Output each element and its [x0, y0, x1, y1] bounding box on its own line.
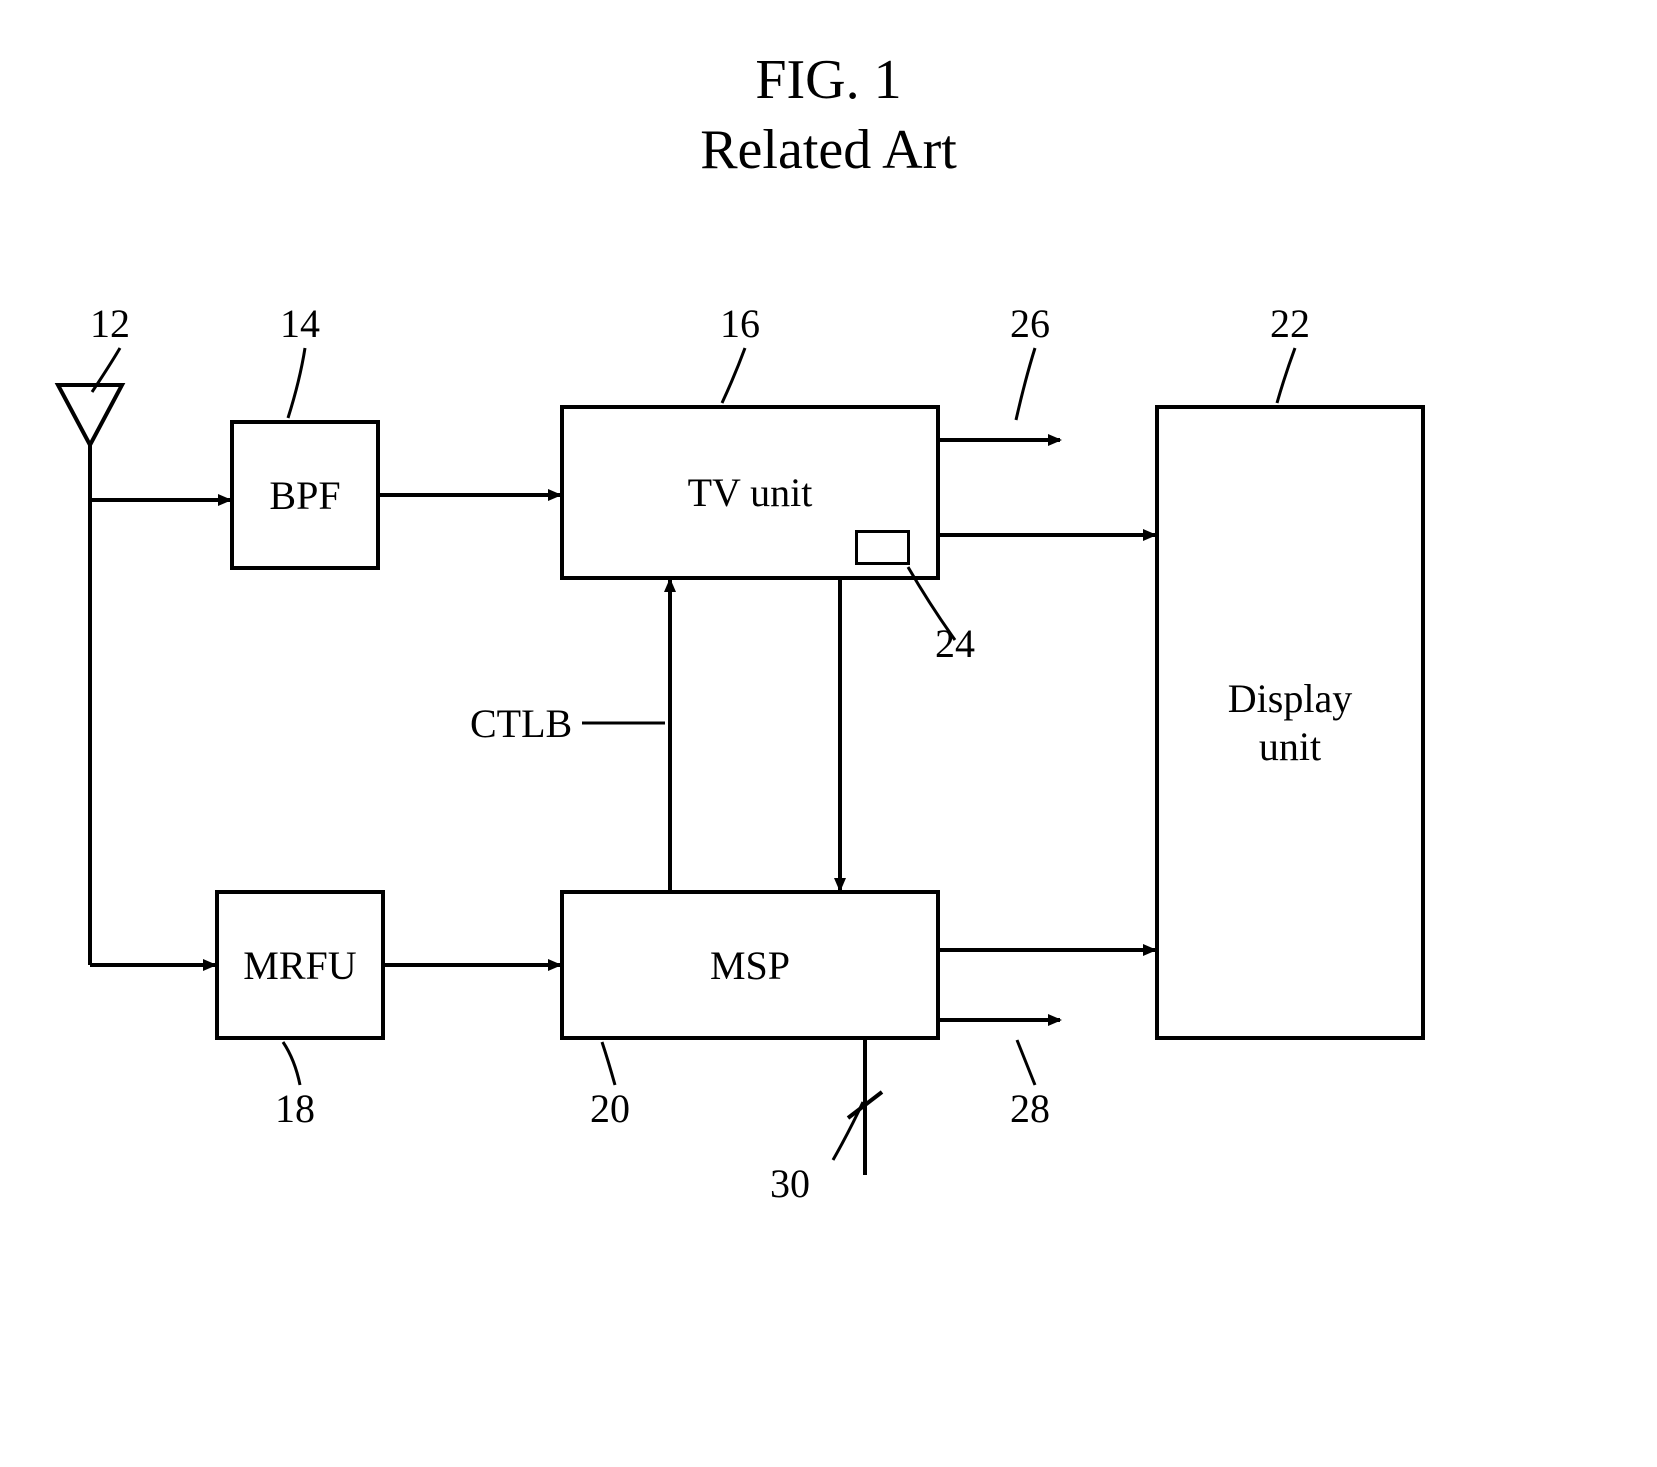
block-tvunit-inset [855, 530, 910, 565]
ref-16: 16 [720, 300, 760, 347]
block-tvunit-label: TV unit [688, 469, 813, 516]
block-bpf-label: BPF [269, 472, 340, 519]
ref-22: 22 [1270, 300, 1310, 347]
ref-12: 12 [90, 300, 130, 347]
diagram-canvas: FIG. 1 Related Art BPF TV unit MRFU MSP … [0, 0, 1657, 1467]
ref-14: 14 [280, 300, 320, 347]
figure-number: FIG. 1 [0, 48, 1657, 112]
block-msp: MSP [560, 890, 940, 1040]
ref-26: 26 [1010, 300, 1050, 347]
block-mrfu-label: MRFU [243, 942, 356, 989]
ref-ctlb: CTLB [470, 700, 572, 747]
block-msp-label: MSP [710, 942, 790, 989]
block-bpf: BPF [230, 420, 380, 570]
antenna-icon [58, 385, 122, 965]
block-mrfu: MRFU [215, 890, 385, 1040]
ref-28: 28 [1010, 1085, 1050, 1132]
ref-24: 24 [935, 620, 975, 667]
block-display: Display unit [1155, 405, 1425, 1040]
stub-30-slash [848, 1092, 882, 1118]
ref-30: 30 [770, 1160, 810, 1207]
block-display-label: Display unit [1228, 675, 1352, 771]
figure-caption: Related Art [0, 118, 1657, 182]
ref-20: 20 [590, 1085, 630, 1132]
ref-18: 18 [275, 1085, 315, 1132]
